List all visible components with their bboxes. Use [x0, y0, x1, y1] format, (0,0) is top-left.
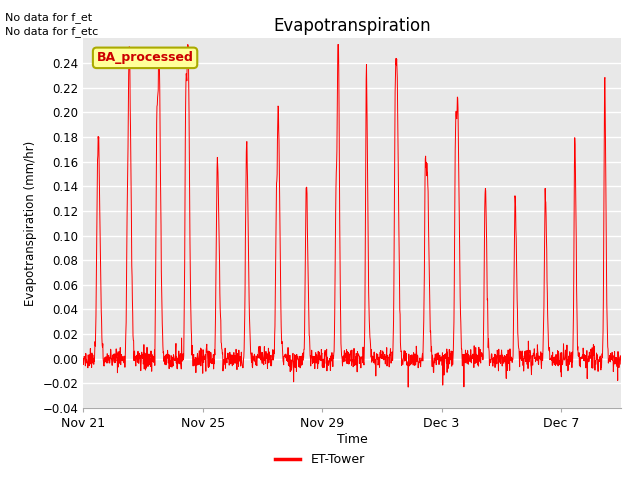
- Text: No data for f_et
No data for f_etc: No data for f_et No data for f_etc: [5, 12, 99, 37]
- Title: Evapotranspiration: Evapotranspiration: [273, 17, 431, 36]
- Y-axis label: Evapotranspiration (mm/hr): Evapotranspiration (mm/hr): [24, 141, 37, 306]
- Legend: ET-Tower: ET-Tower: [270, 448, 370, 471]
- Text: BA_processed: BA_processed: [97, 51, 193, 64]
- X-axis label: Time: Time: [337, 433, 367, 446]
